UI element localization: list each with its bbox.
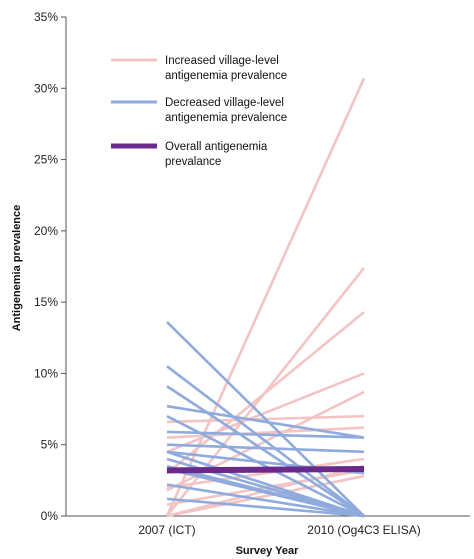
legend-label-increased: antigenemia prevalence bbox=[165, 70, 287, 82]
legend: Increased village-level antigenemia preva… bbox=[111, 55, 287, 168]
legend-label-overall: prevalance bbox=[165, 156, 221, 168]
y-tick-label: 30% bbox=[34, 81, 58, 95]
series-line-decreased bbox=[166, 443, 365, 454]
y-tick-label: 20% bbox=[34, 224, 58, 238]
axes: 0% 5% 10% 15% 20% 25% 30% 35% 2007 (ICT) 2010 (Og… bbox=[34, 10, 470, 537]
y-tick-label: 10% bbox=[34, 366, 58, 380]
legend-label-decreased: Decreased village-level bbox=[165, 97, 284, 109]
x-tick-label: 2010 (Og4C3 ELISA) bbox=[307, 523, 420, 537]
legend-label-increased: Increased village-level bbox=[165, 55, 279, 67]
y-tick-label: 5% bbox=[41, 438, 59, 452]
x-axis-title: Survey Year bbox=[236, 545, 300, 557]
y-axis-title: Antigenemia prevalence bbox=[11, 205, 23, 332]
series-line-decreased bbox=[166, 497, 365, 518]
series-line-decreased bbox=[166, 321, 365, 517]
series-line-increased bbox=[166, 426, 365, 439]
series-line-decreased bbox=[166, 483, 365, 518]
series-line-decreased bbox=[166, 365, 365, 518]
series-line-increased bbox=[166, 372, 365, 454]
y-tick-label: 15% bbox=[34, 295, 58, 309]
y-tick-label: 35% bbox=[34, 10, 58, 24]
legend-label-decreased: antigenemia prevalence bbox=[165, 112, 287, 124]
series-line-decreased bbox=[166, 464, 365, 518]
series-line-decreased bbox=[166, 430, 365, 439]
y-tick-label: 25% bbox=[34, 153, 58, 167]
series-line-decreased bbox=[166, 404, 365, 439]
series-line-overall bbox=[166, 465, 365, 474]
series-layer bbox=[165, 77, 366, 518]
series-line-increased bbox=[166, 457, 365, 489]
y-tick-label: 0% bbox=[41, 509, 59, 523]
x-tick-label: 2007 (ICT) bbox=[138, 523, 195, 537]
series-line-decreased bbox=[166, 385, 365, 518]
series-line-increased bbox=[165, 77, 366, 517]
legend-label-overall: Overall antigenemia bbox=[165, 141, 268, 153]
